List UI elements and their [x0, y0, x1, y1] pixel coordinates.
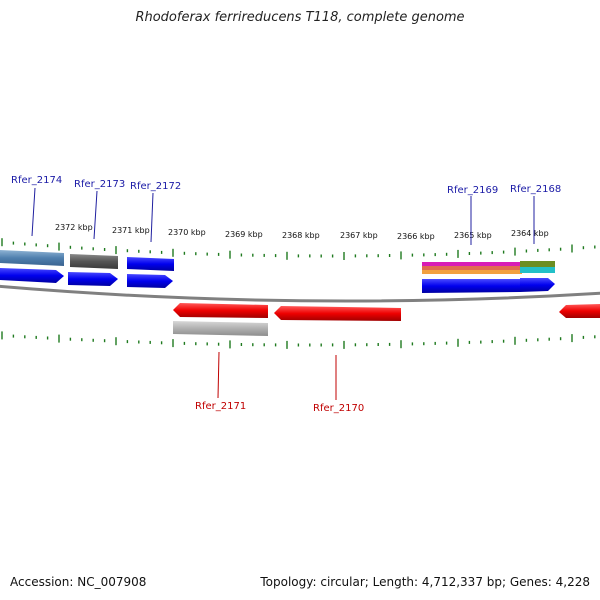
gene-label-rfer-2172[interactable]: Rfer_2172: [130, 181, 181, 192]
axis-label: 2372 kbp: [55, 223, 93, 232]
axis-label: 2370 kbp: [168, 228, 206, 237]
axis-label: 2364 kbp: [511, 229, 549, 238]
axis-label: 2367 kbp: [340, 231, 378, 240]
axis-labels: 2372 kbp 2371 kbp 2370 kbp 2369 kbp 2368…: [55, 223, 549, 241]
reverse-features: [173, 303, 600, 336]
gene-offscreen-reverse[interactable]: [559, 304, 600, 318]
gene-rfer-2169[interactable]: [422, 279, 520, 293]
outer-tick-row: [1, 238, 596, 260]
feature-rfer-2169-band[interactable]: [422, 266, 522, 270]
gene-rfer-2171[interactable]: [173, 303, 268, 318]
gene-label-rfer-2171[interactable]: Rfer_2171: [195, 401, 246, 412]
gene-label-rfer-2170[interactable]: Rfer_2170: [313, 403, 364, 414]
gene-labels: Rfer_2174 Rfer_2173 Rfer_2172 Rfer_2169 …: [11, 175, 561, 414]
gene-rfer-2173[interactable]: [68, 272, 118, 286]
gene-label-rfer-2173[interactable]: Rfer_2173: [74, 179, 125, 190]
feature-rfer-2169-band[interactable]: [422, 270, 522, 274]
genome-backbone: [0, 284, 600, 303]
feature-rfer-2174-annotation[interactable]: [0, 250, 64, 266]
feature-rfer-2172-annotation[interactable]: [127, 257, 174, 271]
gene-rfer-2172[interactable]: [127, 274, 173, 288]
feature-rfer-2171-annotation[interactable]: [173, 321, 268, 336]
map-title: Rhodoferax ferrireducens T118, complete …: [135, 10, 465, 25]
axis-label: 2366 kbp: [397, 232, 435, 241]
axis-label: 2371 kbp: [112, 226, 150, 235]
gene-rfer-2170[interactable]: [274, 306, 401, 321]
forward-features: [0, 250, 555, 293]
axis-label: 2369 kbp: [225, 230, 263, 239]
feature-rfer-2168-band[interactable]: [520, 267, 555, 273]
gene-label-rfer-2174[interactable]: Rfer_2174: [11, 175, 62, 186]
label-leaders: [31, 187, 535, 245]
feature-rfer-2169-band[interactable]: [422, 262, 522, 266]
gene-rfer-2168[interactable]: [520, 278, 555, 292]
inner-tick-row: [1, 331, 596, 349]
gene-rfer-2174[interactable]: [0, 268, 64, 283]
axis-label: 2368 kbp: [282, 231, 320, 240]
topology-text: Topology: circular; Length: 4,712,337 bp…: [260, 575, 590, 589]
feature-rfer-2168-band[interactable]: [520, 261, 555, 267]
label-leaders-reverse: [217, 351, 337, 400]
gene-label-rfer-2168[interactable]: Rfer_2168: [510, 184, 561, 195]
gene-label-rfer-2169[interactable]: Rfer_2169: [447, 185, 498, 196]
feature-rfer-2173-annotation[interactable]: [70, 254, 118, 269]
accession-text: Accession: NC_007908: [10, 575, 147, 589]
axis-label: 2365 kbp: [454, 231, 492, 240]
